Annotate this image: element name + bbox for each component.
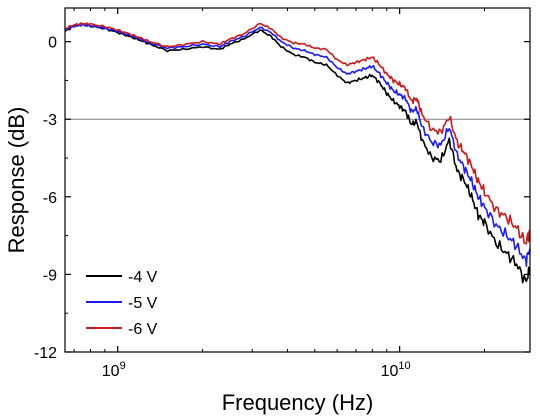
series-line (64, 22, 531, 245)
y-tick-label: 0 (48, 35, 57, 52)
y-tick-label: -6 (43, 190, 57, 207)
x-axis-title: Frequency (Hz) (222, 390, 374, 415)
y-axis-title: Response (dB) (4, 107, 29, 254)
series-layer (64, 22, 531, 284)
y-tick-label: -9 (43, 267, 57, 284)
y-tick-label: -12 (34, 345, 57, 362)
plot-frame (64, 7, 531, 353)
legend-label: -6 V (128, 321, 158, 338)
legend: -4 V -5 V -6 V (86, 269, 158, 338)
y-tick-label: -3 (43, 112, 57, 129)
x-tick-label: 1010 (381, 360, 411, 380)
series-line (64, 23, 531, 284)
legend-label: -4 V (128, 269, 158, 286)
series-line (64, 23, 531, 267)
tick-layer: 0 -3 -6 -9 -12 109 1010 (34, 8, 530, 380)
x-tick-label: 109 (102, 360, 126, 380)
legend-label: -5 V (128, 295, 158, 312)
